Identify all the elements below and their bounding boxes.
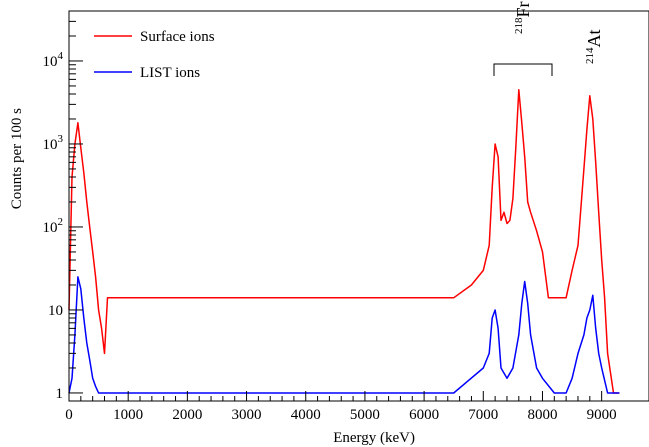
fr-label: 218Fr (513, 1, 533, 34)
x-tick-label: 6000 (409, 407, 439, 423)
legend: Surface ions LIST ions (94, 29, 215, 81)
y-tick-label: 104 (43, 50, 64, 70)
x-tick-label: 4000 (291, 407, 321, 423)
x-tick-label: 9000 (587, 407, 617, 423)
fr-element: Fr (513, 1, 533, 17)
x-tick-label: 5000 (350, 407, 380, 423)
y-tick-label: 10 (48, 303, 63, 319)
y-axis-label: Counts per 100 s (9, 108, 25, 209)
y-tick-label: 103 (43, 133, 64, 153)
at-label: 214At (584, 30, 604, 65)
fr-range-bracket (493, 63, 553, 76)
at-element: At (584, 30, 604, 48)
x-tick-label: 8000 (527, 407, 557, 423)
plot-frame (68, 10, 649, 402)
x-axis-label: Energy (keV) (333, 430, 415, 446)
legend-label-surface-ions: Surface ions (140, 29, 215, 45)
annotation-fr: 218Fr (493, 1, 553, 76)
ticks-layer: 0 1000 2000 3000 4000 5000 6000 7000 8000 9000 1 10… (43, 10, 617, 423)
series-line-0 (68, 89, 620, 394)
x-tick-label: 1000 (113, 407, 143, 423)
x-tick-label: 2000 (172, 407, 202, 423)
series-layer (68, 89, 620, 394)
y-tick-label: 1 (56, 386, 64, 402)
fr-mass-number: 218 (513, 17, 525, 34)
series-line-1 (68, 276, 620, 394)
x-tick-label: 7000 (468, 407, 498, 423)
x-tick-label: 3000 (232, 407, 262, 423)
at-mass-number: 214 (584, 47, 596, 64)
annotation-at: 214At (584, 30, 604, 65)
x-tick-label: 0 (65, 407, 73, 423)
legend-label-list-ions: LIST ions (140, 65, 200, 81)
y-tick-label: 102 (43, 216, 64, 236)
